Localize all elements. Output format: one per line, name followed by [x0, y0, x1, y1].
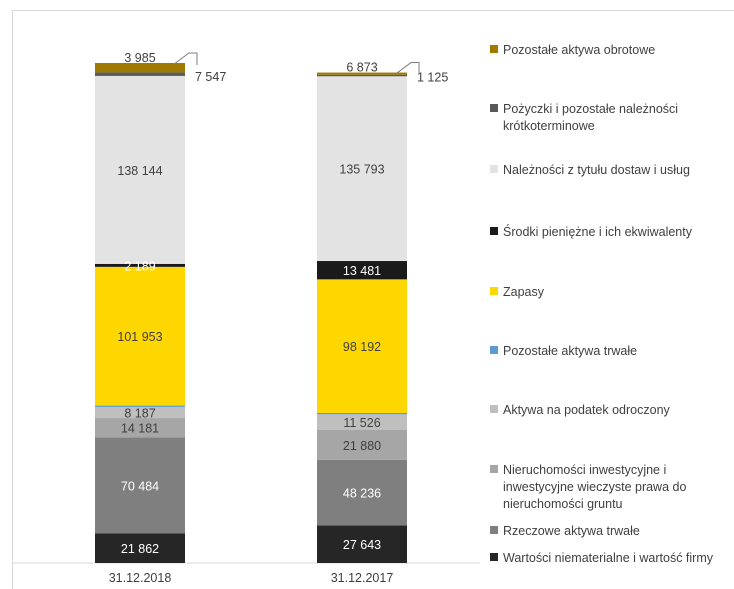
data-label: 1 125 — [417, 70, 448, 84]
legend-item: Pozostałe aktywa obrotowe — [490, 42, 733, 59]
legend-swatch — [490, 553, 498, 561]
bar-segment — [95, 72, 185, 76]
legend-swatch — [490, 104, 498, 112]
data-label: 2 189 — [124, 259, 155, 273]
data-label: 21 862 — [121, 542, 159, 556]
legend-swatch — [490, 465, 498, 473]
legend-swatch — [490, 526, 498, 534]
legend-label: Rzeczowe aktywa trwałe — [503, 523, 733, 540]
x-tick-label: 31.12.2017 — [331, 571, 394, 585]
data-label: 3 985 — [124, 51, 155, 65]
data-label: 21 880 — [343, 439, 381, 453]
legend-item: Zapasy — [490, 284, 733, 301]
legend-item: Pozostałe aktywa trwałe — [490, 343, 733, 360]
data-label: 138 144 — [117, 164, 162, 178]
data-label: 70 484 — [121, 479, 159, 493]
legend-label: Należności z tytułu dostaw i usług — [503, 162, 733, 179]
legend-label: Wartości niematerialne i wartość firmy — [503, 550, 733, 567]
legend-label: Pozostałe aktywa trwałe — [503, 343, 733, 360]
legend-label: Pożyczki i pozostałe należności krótkote… — [503, 101, 733, 135]
legend-swatch — [490, 165, 498, 173]
legend-item: Pożyczki i pozostałe należności krótkote… — [490, 101, 733, 135]
legend-swatch — [490, 346, 498, 354]
data-label: 13 481 — [343, 264, 381, 278]
legend-item: Środki pieniężne i ich ekwiwalenty — [490, 224, 733, 241]
legend-swatch — [490, 45, 498, 53]
legend-label: Pozostałe aktywa obrotowe — [503, 42, 733, 59]
legend-swatch — [490, 227, 498, 235]
data-label: 98 192 — [343, 340, 381, 354]
legend-item: Wartości niematerialne i wartość firmy — [490, 550, 733, 567]
x-tick-label: 31.12.2018 — [109, 571, 172, 585]
legend-item: Rzeczowe aktywa trwałe — [490, 523, 733, 540]
data-label: 14 181 — [121, 422, 159, 436]
data-label: 48 236 — [343, 487, 381, 501]
legend-swatch — [490, 287, 498, 295]
legend-swatch — [490, 405, 498, 413]
legend-item: Nieruchomości inwestycyjne i inwestycyjn… — [490, 462, 733, 513]
bar-segment — [317, 75, 407, 77]
data-label: 7 547 — [195, 70, 226, 84]
data-label: 101 953 — [117, 330, 162, 344]
legend-label: Nieruchomości inwestycyjne i inwestycyjn… — [503, 462, 733, 513]
legend-label: Zapasy — [503, 284, 733, 301]
data-label: 6 873 — [346, 61, 377, 75]
legend-item: Należności z tytułu dostaw i usług — [490, 162, 733, 179]
data-label: 8 187 — [124, 406, 155, 420]
bar-segment — [317, 413, 407, 414]
legend-item: Aktywa na podatek odroczony — [490, 402, 733, 419]
legend-label: Aktywa na podatek odroczony — [503, 402, 733, 419]
data-label: 27 643 — [343, 538, 381, 552]
data-label: 11 526 — [343, 416, 380, 430]
legend-label: Środki pieniężne i ich ekwiwalenty — [503, 224, 733, 241]
data-label: 135 793 — [339, 163, 384, 177]
